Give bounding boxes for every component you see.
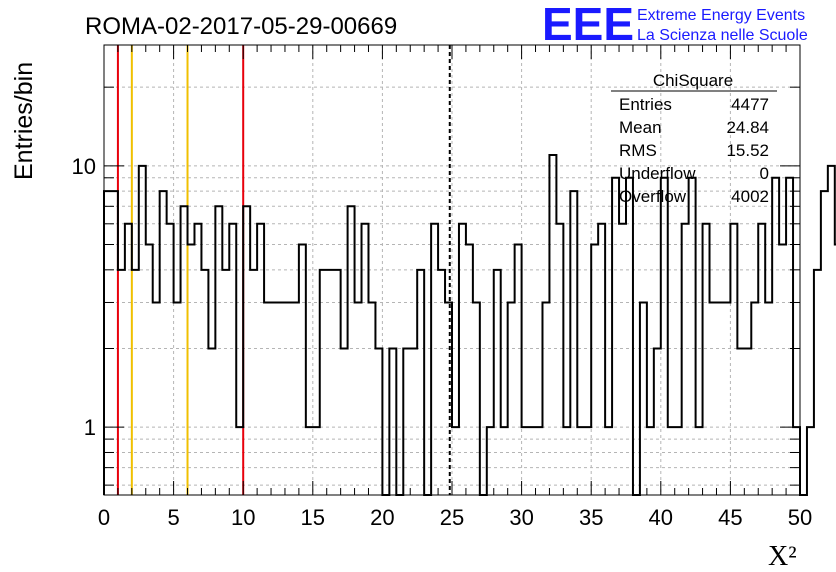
run-title: ROMA-02-2017-05-29-00669 [85, 13, 397, 40]
x-tick-label: 15 [301, 505, 325, 530]
stats-value-entries: 4477 [731, 95, 769, 114]
stats-label-mean: Mean [619, 118, 662, 137]
axes: 1 10 0 5 10 15 20 25 30 35 40 45 50 [72, 45, 812, 530]
stats-label-underflow: Underflow [619, 164, 696, 183]
histogram-line [103, 154, 836, 496]
logo-line1: Extreme Energy Events [637, 7, 805, 24]
x-tick-label: 30 [509, 505, 533, 530]
x-tick-label: 50 [788, 505, 812, 530]
stats-value-overflow: 4002 [731, 187, 769, 206]
x-tick-label: 25 [440, 505, 464, 530]
x-tick-label: 35 [579, 505, 603, 530]
logo-line2: La Scienza nelle Scuole [637, 27, 808, 44]
stats-name: ChiSquare [653, 71, 733, 90]
y-axis-label: Entries/bin [10, 62, 38, 180]
stats-label-entries: Entries [619, 95, 672, 114]
stats-label-rms: RMS [619, 141, 657, 160]
eee-logo: EEE Extreme Energy Events La Scienza nel… [542, 0, 808, 50]
stats-value-underflow: 0 [760, 164, 769, 183]
stats-box: ChiSquare Entries 4477 Mean 24.84 RMS 15… [611, 71, 777, 206]
x-tick-label: 40 [649, 505, 673, 530]
stats-label-overflow: Overflow [619, 187, 687, 206]
stats-value-rms: 15.52 [726, 141, 769, 160]
x-axis-label: X² [768, 541, 797, 572]
x-tick-label: 20 [370, 505, 394, 530]
stats-value-mean: 24.84 [726, 118, 769, 137]
y-tick-label: 1 [84, 415, 96, 440]
x-tick-label: 45 [718, 505, 742, 530]
x-tick-label: 5 [167, 505, 179, 530]
x-tick-label: 0 [98, 505, 110, 530]
logo-mark: EEE [542, 0, 634, 50]
x-tick-label: 10 [231, 505, 255, 530]
y-tick-label: 10 [72, 154, 96, 179]
histogram-series [103, 154, 836, 496]
